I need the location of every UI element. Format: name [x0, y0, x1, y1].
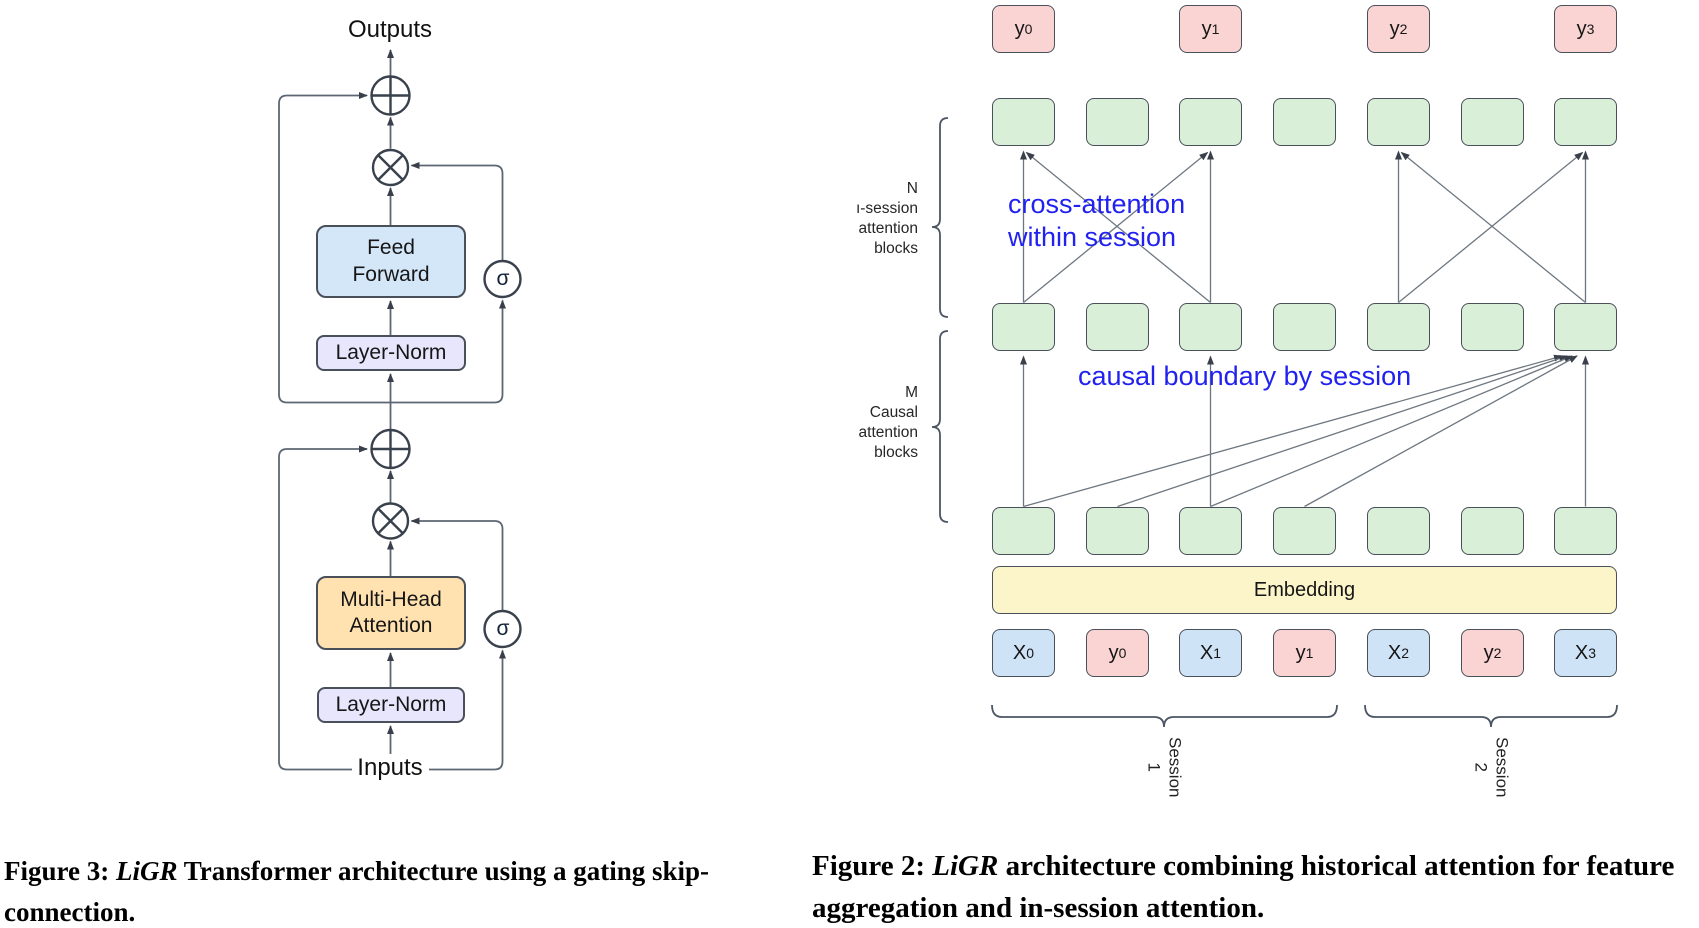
causal-boundary-annotation: causal boundary by session: [1078, 361, 1412, 391]
n-blocks-brace: [931, 117, 949, 318]
sigmoid-gate-icon: σ: [496, 267, 510, 290]
m-causal-attention-blocks-label: M Causal attention blocks: [858, 384, 918, 462]
session1-brace: [991, 704, 1338, 728]
sigmoid-gate-icon: σ: [496, 617, 510, 640]
layer-norm-top-block: Layer-Norm: [316, 335, 466, 371]
hidden-state-block: [1554, 507, 1617, 555]
hidden-state-block: [1273, 98, 1336, 146]
m-blocks-brace: [931, 330, 949, 523]
hidden-state-block: [1179, 303, 1242, 351]
feed-forward-block: Feed Forward: [316, 225, 466, 298]
hidden-state-block: [1367, 98, 1430, 146]
hidden-state-block: [1367, 303, 1430, 351]
session2-brace: [1364, 704, 1618, 728]
hidden-state-block: [1086, 303, 1149, 351]
hidden-state-block: [1273, 303, 1336, 351]
n-session-attention-blocks-label: N ı-session attention blocks: [855, 180, 918, 258]
hidden-state-block: [1554, 98, 1617, 146]
hidden-state-block: [1086, 507, 1149, 555]
session-2-label: Session 2: [1471, 737, 1512, 798]
hidden-state-block: [1086, 98, 1149, 146]
hidden-state-block: [992, 303, 1055, 351]
figure2-caption: Figure 2: LiGR architecture combining hi…: [812, 850, 1675, 925]
session-1-label: Session 1: [1144, 737, 1185, 798]
outputs-label: Outputs: [347, 16, 433, 43]
hidden-state-block: [1179, 507, 1242, 555]
hidden-state-block: [992, 98, 1055, 146]
cross-attention-annotation: cross-attention within session: [1008, 189, 1186, 253]
figure3-wiring: [278, 49, 506, 771]
hidden-state-block: [1461, 98, 1524, 146]
embedding-layer: Embedding: [992, 566, 1617, 614]
layer-norm-bottom-block: Layer-Norm: [317, 687, 465, 723]
multiply-gate-icon: [371, 502, 410, 540]
hidden-state-block: [1367, 507, 1430, 555]
hidden-state-block: [1461, 303, 1524, 351]
hidden-state-block: [1554, 303, 1617, 351]
multi-head-attention-block: Multi-Head Attention: [316, 576, 466, 650]
figure3-caption: Figure 3: LiGR Transformer architecture …: [4, 856, 709, 927]
add-gate-icon: [370, 75, 411, 116]
multiply-gate-icon: [371, 148, 410, 187]
inputs-label: Inputs: [357, 754, 423, 781]
hidden-state-block: [1461, 507, 1524, 555]
skip-line: [278, 394, 504, 404]
hidden-state-block: [1179, 98, 1242, 146]
add-gate-icon: [370, 428, 411, 470]
hidden-state-block: [1273, 507, 1336, 555]
hidden-state-block: [992, 507, 1055, 555]
